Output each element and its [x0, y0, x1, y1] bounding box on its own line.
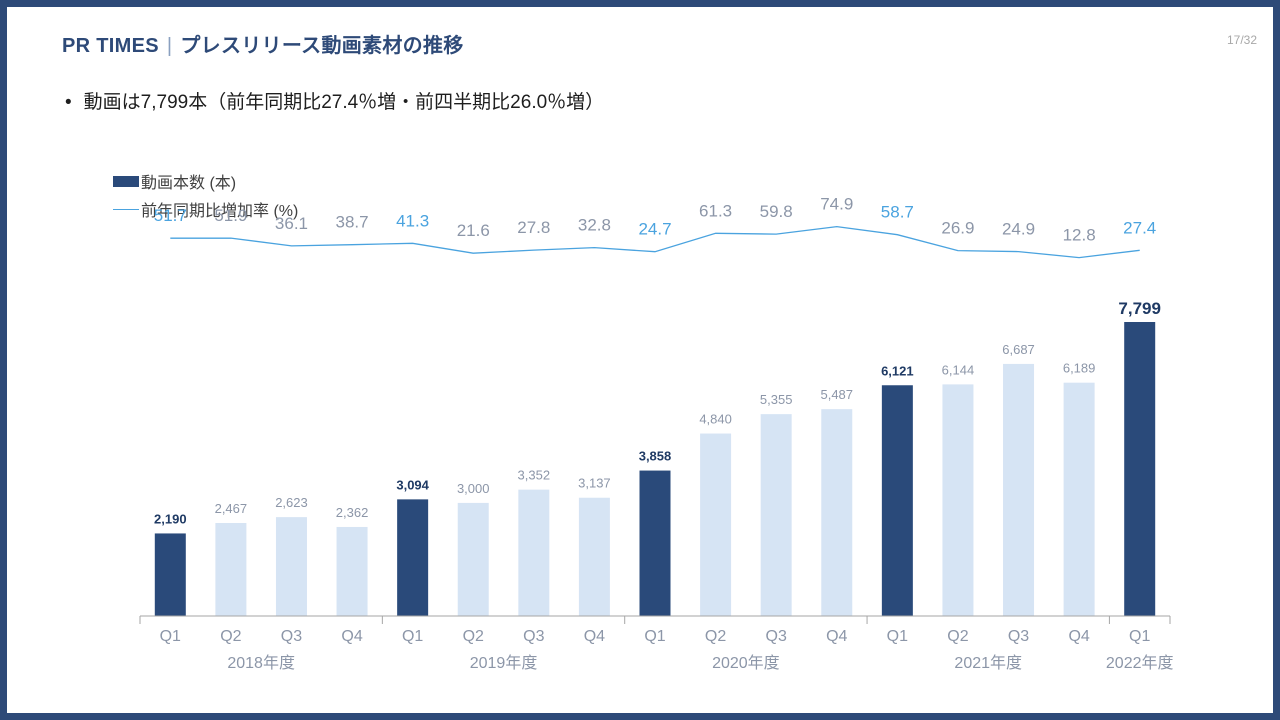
bar-label-4: 2,362	[336, 505, 369, 520]
summary-text: 動画は7,799本（前年同期比27.4％増・前四半期比26.0％増）	[83, 92, 605, 113]
x-tick-label-14: Q2	[947, 628, 968, 645]
bar-1	[154, 533, 186, 616]
line-label-2: 51.9	[214, 206, 247, 225]
page-title: PR TIMES | プレスリリース動画素材の推移	[62, 29, 464, 58]
line-label-9: 24.7	[638, 220, 671, 239]
bar-6	[457, 502, 489, 616]
legend-line-label: 前年同期比増加率 (%)	[141, 203, 299, 220]
year-label-4: 2021年度	[954, 654, 1022, 672]
bar-label-1: 2,190	[154, 511, 187, 526]
line-label-3: 36.1	[275, 214, 308, 233]
line-label-10: 61.3	[699, 201, 732, 220]
bar-label-13: 6,121	[881, 363, 914, 378]
line-label-11: 59.8	[760, 202, 793, 221]
year-label-3: 2020年度	[712, 654, 780, 672]
year-label-1: 2018年度	[227, 654, 295, 672]
x-tick-label-4: Q4	[341, 628, 362, 645]
line-label-12: 74.9	[820, 195, 853, 214]
bar-label-3: 2,623	[275, 495, 308, 510]
bar-label-15: 6,687	[1002, 342, 1035, 357]
line-label-4: 38.7	[336, 213, 369, 232]
legend-bar-label: 動画本数 (本)	[141, 175, 237, 192]
x-tick-label-13: Q1	[887, 628, 908, 645]
year-label-2: 2019年度	[470, 654, 538, 672]
bar-13	[881, 385, 913, 616]
bar-9	[639, 470, 671, 616]
x-tick-label-3: Q3	[281, 628, 302, 645]
x-tick-label-12: Q4	[826, 628, 847, 645]
bar-label-16: 6,189	[1063, 361, 1096, 376]
line-label-14: 26.9	[941, 219, 974, 238]
bar-label-14: 6,144	[942, 362, 975, 377]
x-tick-label-8: Q4	[584, 628, 605, 645]
line-label-6: 21.6	[457, 221, 490, 240]
legend-item-bars: 動画本数 (本)	[113, 167, 298, 195]
bar-label-9: 3,858	[639, 449, 672, 464]
bar-16	[1063, 382, 1095, 616]
x-tick-label-2: Q2	[220, 628, 241, 645]
growth-rate-line	[170, 225, 1140, 259]
x-tick-label-6: Q2	[463, 628, 484, 645]
bar-label-12: 5,487	[820, 387, 853, 402]
bar-17	[1124, 322, 1156, 616]
x-tick-label-17: Q1	[1129, 628, 1150, 645]
x-tick-label-7: Q3	[523, 628, 544, 645]
bar-label-2: 2,467	[215, 501, 248, 516]
x-tick-label-11: Q3	[766, 628, 787, 645]
bar-label-17: 7,799	[1118, 299, 1161, 318]
bar-11	[760, 414, 792, 616]
bar-7	[518, 489, 550, 616]
bar-12	[821, 409, 853, 616]
bar-4	[336, 526, 368, 616]
x-tick-label-10: Q2	[705, 628, 726, 645]
title-text: プレスリリース動画素材の推移	[180, 35, 464, 57]
bar-label-11: 5,355	[760, 392, 793, 407]
year-label-5: 2022年度	[1106, 654, 1174, 672]
legend-bar-swatch	[113, 175, 139, 187]
title-separator: |	[166, 35, 173, 57]
chart-legend: 動画本数 (本) 前年同期比増加率 (%)	[113, 167, 298, 223]
brand-name: PR TIMES	[62, 35, 159, 57]
line-label-7: 27.8	[517, 218, 550, 237]
bar-label-8: 3,137	[578, 476, 611, 491]
x-tick-label-16: Q4	[1068, 628, 1089, 645]
line-label-17: 27.4	[1123, 218, 1156, 237]
x-tick-label-15: Q3	[1008, 628, 1029, 645]
bar-2	[215, 523, 247, 616]
line-label-8: 32.8	[578, 216, 611, 235]
x-tick-label-5: Q1	[402, 628, 423, 645]
line-label-5: 41.3	[396, 211, 429, 230]
bar-5	[397, 499, 429, 616]
line-label-1: 51.7	[154, 206, 187, 225]
bar-8	[578, 497, 610, 616]
line-label-15: 24.9	[1002, 220, 1035, 239]
line-label-13: 58.7	[881, 203, 914, 222]
page-number: 17/32	[1226, 33, 1257, 47]
bar-14	[942, 384, 974, 616]
x-tick-label-1: Q1	[160, 628, 181, 645]
legend-line-swatch	[113, 208, 139, 210]
bar-label-7: 3,352	[518, 468, 551, 483]
bar-label-6: 3,000	[457, 481, 490, 496]
x-tick-label-9: Q1	[644, 628, 665, 645]
bar-10	[700, 433, 732, 616]
line-label-16: 12.8	[1063, 226, 1096, 245]
bar-3	[275, 517, 307, 616]
bar-label-5: 3,094	[396, 477, 429, 492]
legend-item-line: 前年同期比増加率 (%)	[113, 195, 298, 223]
summary-bullet: • 動画は7,799本（前年同期比27.4％増・前四半期比26.0％増）	[65, 87, 604, 114]
bar-15	[1003, 363, 1035, 616]
bullet-dot: •	[65, 92, 72, 113]
bar-label-10: 4,840	[699, 412, 732, 427]
